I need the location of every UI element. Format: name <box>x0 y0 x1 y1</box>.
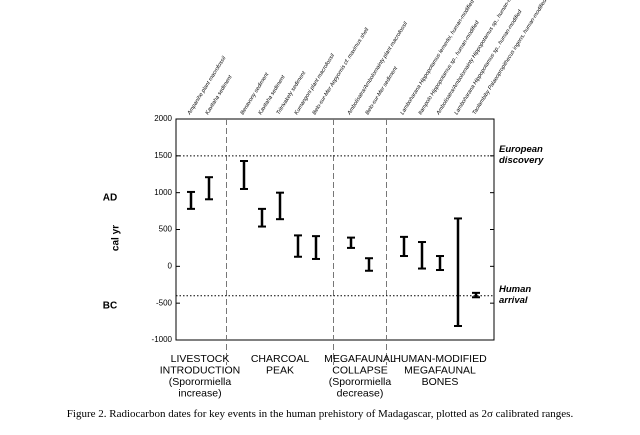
group-label: MEGAFAUNAL <box>404 365 476 377</box>
reference-label: Human <box>499 284 531 295</box>
y-tick-label: 2000 <box>154 114 172 123</box>
y-axis-label: cal yr <box>111 225 122 251</box>
y-tick-label: 1000 <box>154 188 172 197</box>
category-label: Taolambiby Palaeopropithecus ingens, hum… <box>472 0 549 116</box>
group-label: (Sporormiella <box>169 376 232 388</box>
y-tick-label: -1000 <box>152 335 173 344</box>
caption: Figure 2. Radiocarbon dates for key even… <box>67 408 574 420</box>
group-label: (Sporormiella <box>329 376 392 388</box>
reference-label: discovery <box>499 155 544 166</box>
y-tick-label: 1500 <box>154 151 172 160</box>
group-label: PEAK <box>266 365 294 377</box>
era-label: AD <box>103 193 117 204</box>
group-label: INTRODUCTION <box>160 365 241 377</box>
era-label: BC <box>103 301 117 312</box>
group-label: LIVESTOCK <box>171 353 230 365</box>
reference-label: arrival <box>499 295 528 306</box>
group-label: HUMAN-MODIFIED <box>393 353 487 365</box>
y-tick-label: 0 <box>168 261 173 270</box>
group-label: CHARCOAL <box>251 353 310 365</box>
reference-label: European <box>499 144 543 155</box>
group-label: increase) <box>178 388 221 400</box>
category-label: Belo-sur-Mer sediment <box>365 65 400 116</box>
plot-frame <box>175 118 495 341</box>
group-label: BONES <box>422 376 459 388</box>
category-label: Lamboharana Hippopotamus sp., human-modi… <box>454 8 524 116</box>
y-tick-label: 500 <box>159 225 173 234</box>
group-label: decrease) <box>337 388 384 400</box>
y-tick-label: -500 <box>156 298 173 307</box>
group-label: COLLAPSE <box>332 365 387 377</box>
group-label: MEGAFAUNAL <box>324 353 396 365</box>
